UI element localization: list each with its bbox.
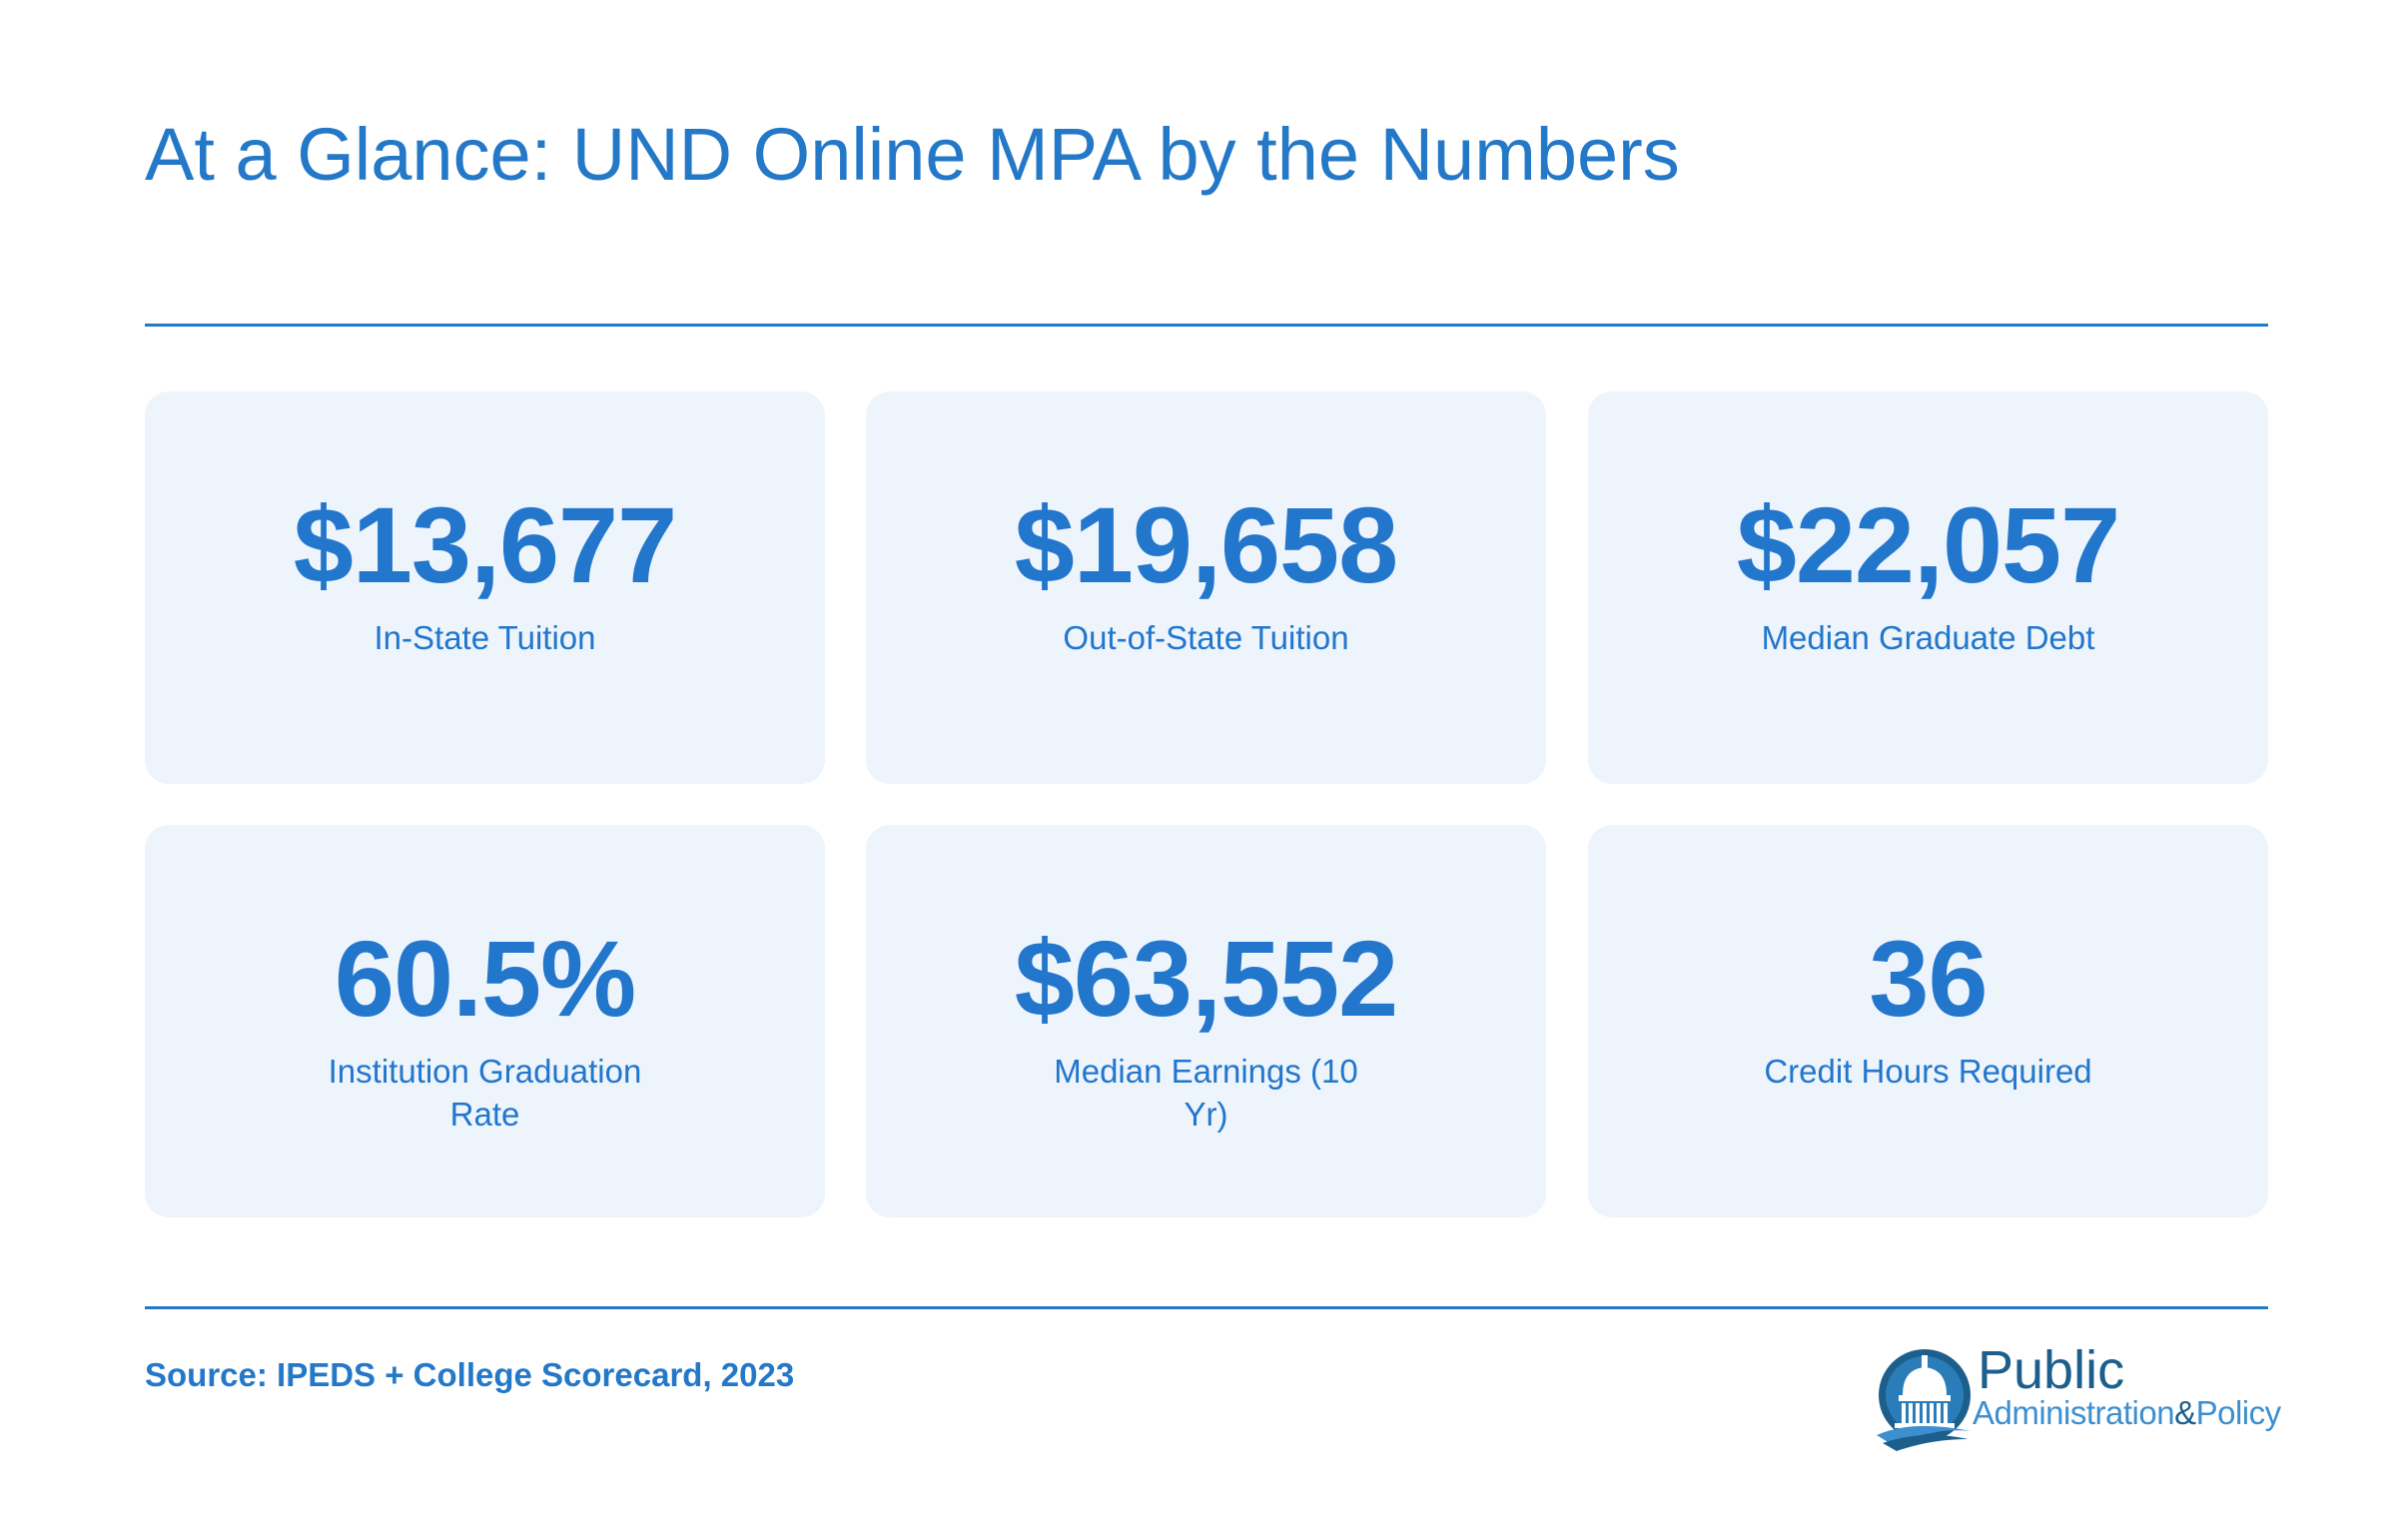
logo-word-admin-policy: Administration&Policy — [1973, 1396, 2281, 1429]
top-divider — [145, 324, 2268, 327]
publisher-logo: Public Administration&Policy — [1873, 1340, 2281, 1453]
stat-label: In-State Tuition — [374, 619, 596, 656]
stat-card-in-state-tuition: $13,677 In-State Tuition — [145, 391, 825, 784]
stat-value: $22,057 — [1736, 484, 2120, 605]
capitol-dome-icon — [1877, 1349, 1971, 1451]
stat-label: Credit Hours Required — [1764, 1053, 2092, 1090]
stat-card-out-of-state-tuition: $19,658 Out-of-State Tuition — [866, 391, 1546, 784]
stat-card-credit-hours: 36 Credit Hours Required — [1588, 825, 2268, 1217]
bottom-divider — [145, 1306, 2268, 1309]
stat-card-median-earnings: $63,552 Median Earnings (10 Yr) — [866, 825, 1546, 1217]
stat-value: $13,677 — [293, 484, 677, 605]
logo-ampersand: & — [2174, 1394, 2196, 1431]
stat-value: 36 — [1869, 918, 1988, 1039]
stat-label: Median Graduate Debt — [1761, 619, 2095, 656]
stat-card-graduation-rate: 60.5% Institution Graduation Rate — [145, 825, 825, 1217]
logo-word-administration: Administration — [1973, 1394, 2175, 1431]
stat-label: Institution Graduation Rate — [328, 1053, 642, 1133]
stat-value: $19,658 — [1014, 484, 1398, 605]
source-note: Source: IPEDS + College Scorecard, 2023 — [145, 1356, 795, 1393]
stat-value: $63,552 — [1014, 918, 1398, 1039]
stat-label: Median Earnings (10 Yr) — [1054, 1053, 1358, 1133]
logo-word-public: Public — [1978, 1340, 2125, 1400]
stats-grid: $13,677 In-State Tuition $19,658 Out-of-… — [145, 391, 2268, 1217]
page-title: At a Glance: UND Online MPA by the Numbe… — [145, 113, 1680, 196]
logo-word-policy: Policy — [2195, 1394, 2282, 1431]
stat-card-median-graduate-debt: $22,057 Median Graduate Debt — [1588, 391, 2268, 784]
stat-value: 60.5% — [334, 918, 636, 1039]
stat-label: Out-of-State Tuition — [1063, 619, 1349, 656]
